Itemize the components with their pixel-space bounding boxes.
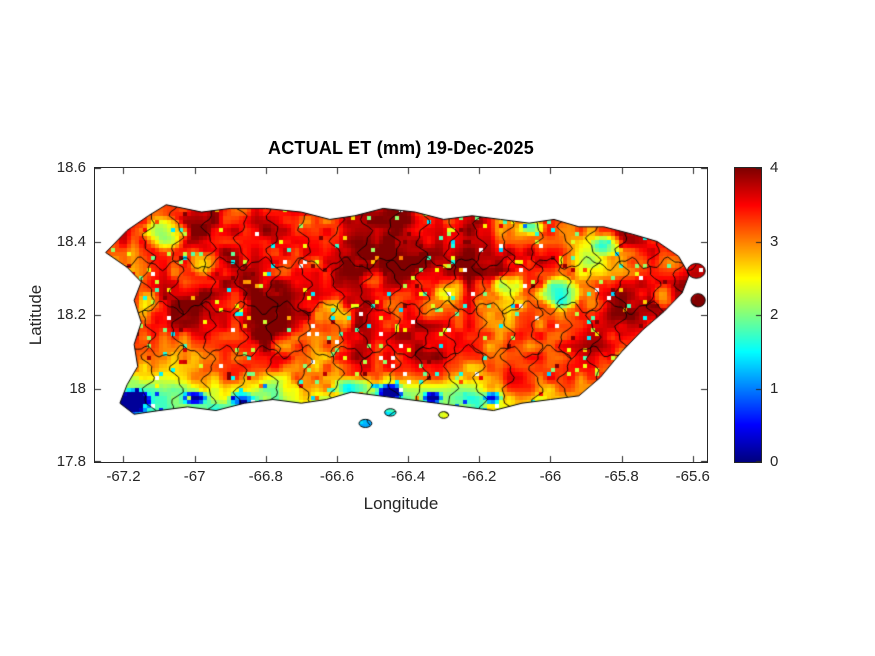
y-tick-label: 17.8: [56, 453, 86, 470]
axes-area: [94, 167, 708, 463]
x-tick-label: -66.8: [248, 468, 283, 485]
x-tick-label: -66.6: [319, 468, 355, 485]
plot-title: ACTUAL ET (mm) 19-Dec-2025: [268, 138, 534, 158]
x-tick-label: -67: [183, 468, 206, 485]
colorbar-tick-label: 4: [770, 159, 779, 176]
x-axis-label: Longitude: [363, 494, 439, 513]
y-tick-label: 18.2: [56, 306, 86, 323]
colorbar-tick-label: 3: [770, 232, 779, 250]
colorbar-tick-label: 2: [770, 306, 779, 323]
x-tick-label: -65.6: [675, 468, 710, 485]
colorbar-gradient-canvas: [735, 168, 761, 462]
x-tick-label: -67.2: [106, 468, 141, 485]
x-tick-label: -66: [539, 468, 562, 485]
y-tick-label: 18: [69, 379, 86, 397]
colorbar-tick-label: 0: [770, 453, 779, 470]
y-tick-label: 18.4: [56, 232, 86, 250]
x-tick-label: -66.2: [462, 468, 497, 485]
x-tick-label: -66.4: [391, 468, 426, 485]
colorbar-tick-label: 1: [770, 379, 779, 397]
colorbar: [734, 167, 762, 463]
x-tick-label: -65.8: [604, 468, 639, 485]
y-tick-label: 18.6: [56, 159, 86, 176]
et-heatmap-canvas: [95, 168, 707, 462]
